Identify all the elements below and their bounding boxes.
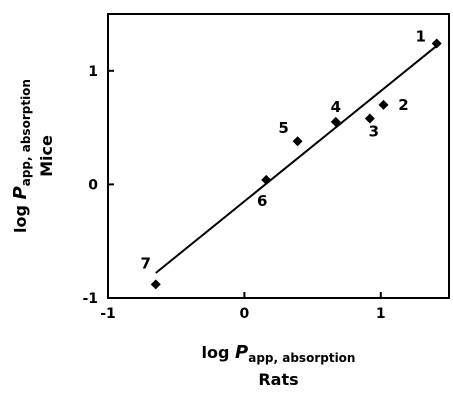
data-point-marker: [431, 38, 442, 49]
y-axis-label: log Papp, absorption: [10, 79, 33, 233]
y-axis-sublabel: Mice: [37, 135, 56, 177]
data-point-marker: [364, 113, 375, 124]
x-tick-label: 0: [240, 306, 250, 322]
y-tick-label: 1: [88, 64, 98, 80]
trendline: [155, 45, 438, 274]
y-tick-label: -1: [82, 291, 98, 307]
point-labels: 1 2 3 4 5 6 7: [141, 28, 426, 273]
x-tick-label: -1: [100, 306, 116, 322]
data-point-marker: [330, 116, 341, 127]
data-point-marker: [261, 174, 272, 185]
data-point-label: 4: [331, 98, 341, 116]
trendline-group: [155, 45, 438, 274]
data-point-label: 1: [416, 28, 426, 46]
data-point-marker: [292, 136, 303, 147]
plot-frame: [107, 13, 450, 299]
data-point-label: 5: [278, 119, 288, 137]
data-point-label: 3: [369, 123, 379, 141]
x-axis-sublabel: Rats: [258, 370, 298, 389]
data-point-marker: [378, 99, 389, 110]
data-point-marker: [150, 279, 161, 290]
x-axis-label: log Papp, absorption: [202, 342, 356, 365]
data-point-label: 2: [398, 96, 408, 114]
data-points: [150, 38, 442, 290]
y-tick-label: 0: [88, 177, 98, 193]
x-tick-label: 1: [376, 306, 386, 322]
data-point-label: 7: [141, 254, 151, 272]
data-point-label: 6: [257, 192, 267, 210]
axis-ticks: -1 0 1 -1 0 1: [82, 64, 385, 322]
